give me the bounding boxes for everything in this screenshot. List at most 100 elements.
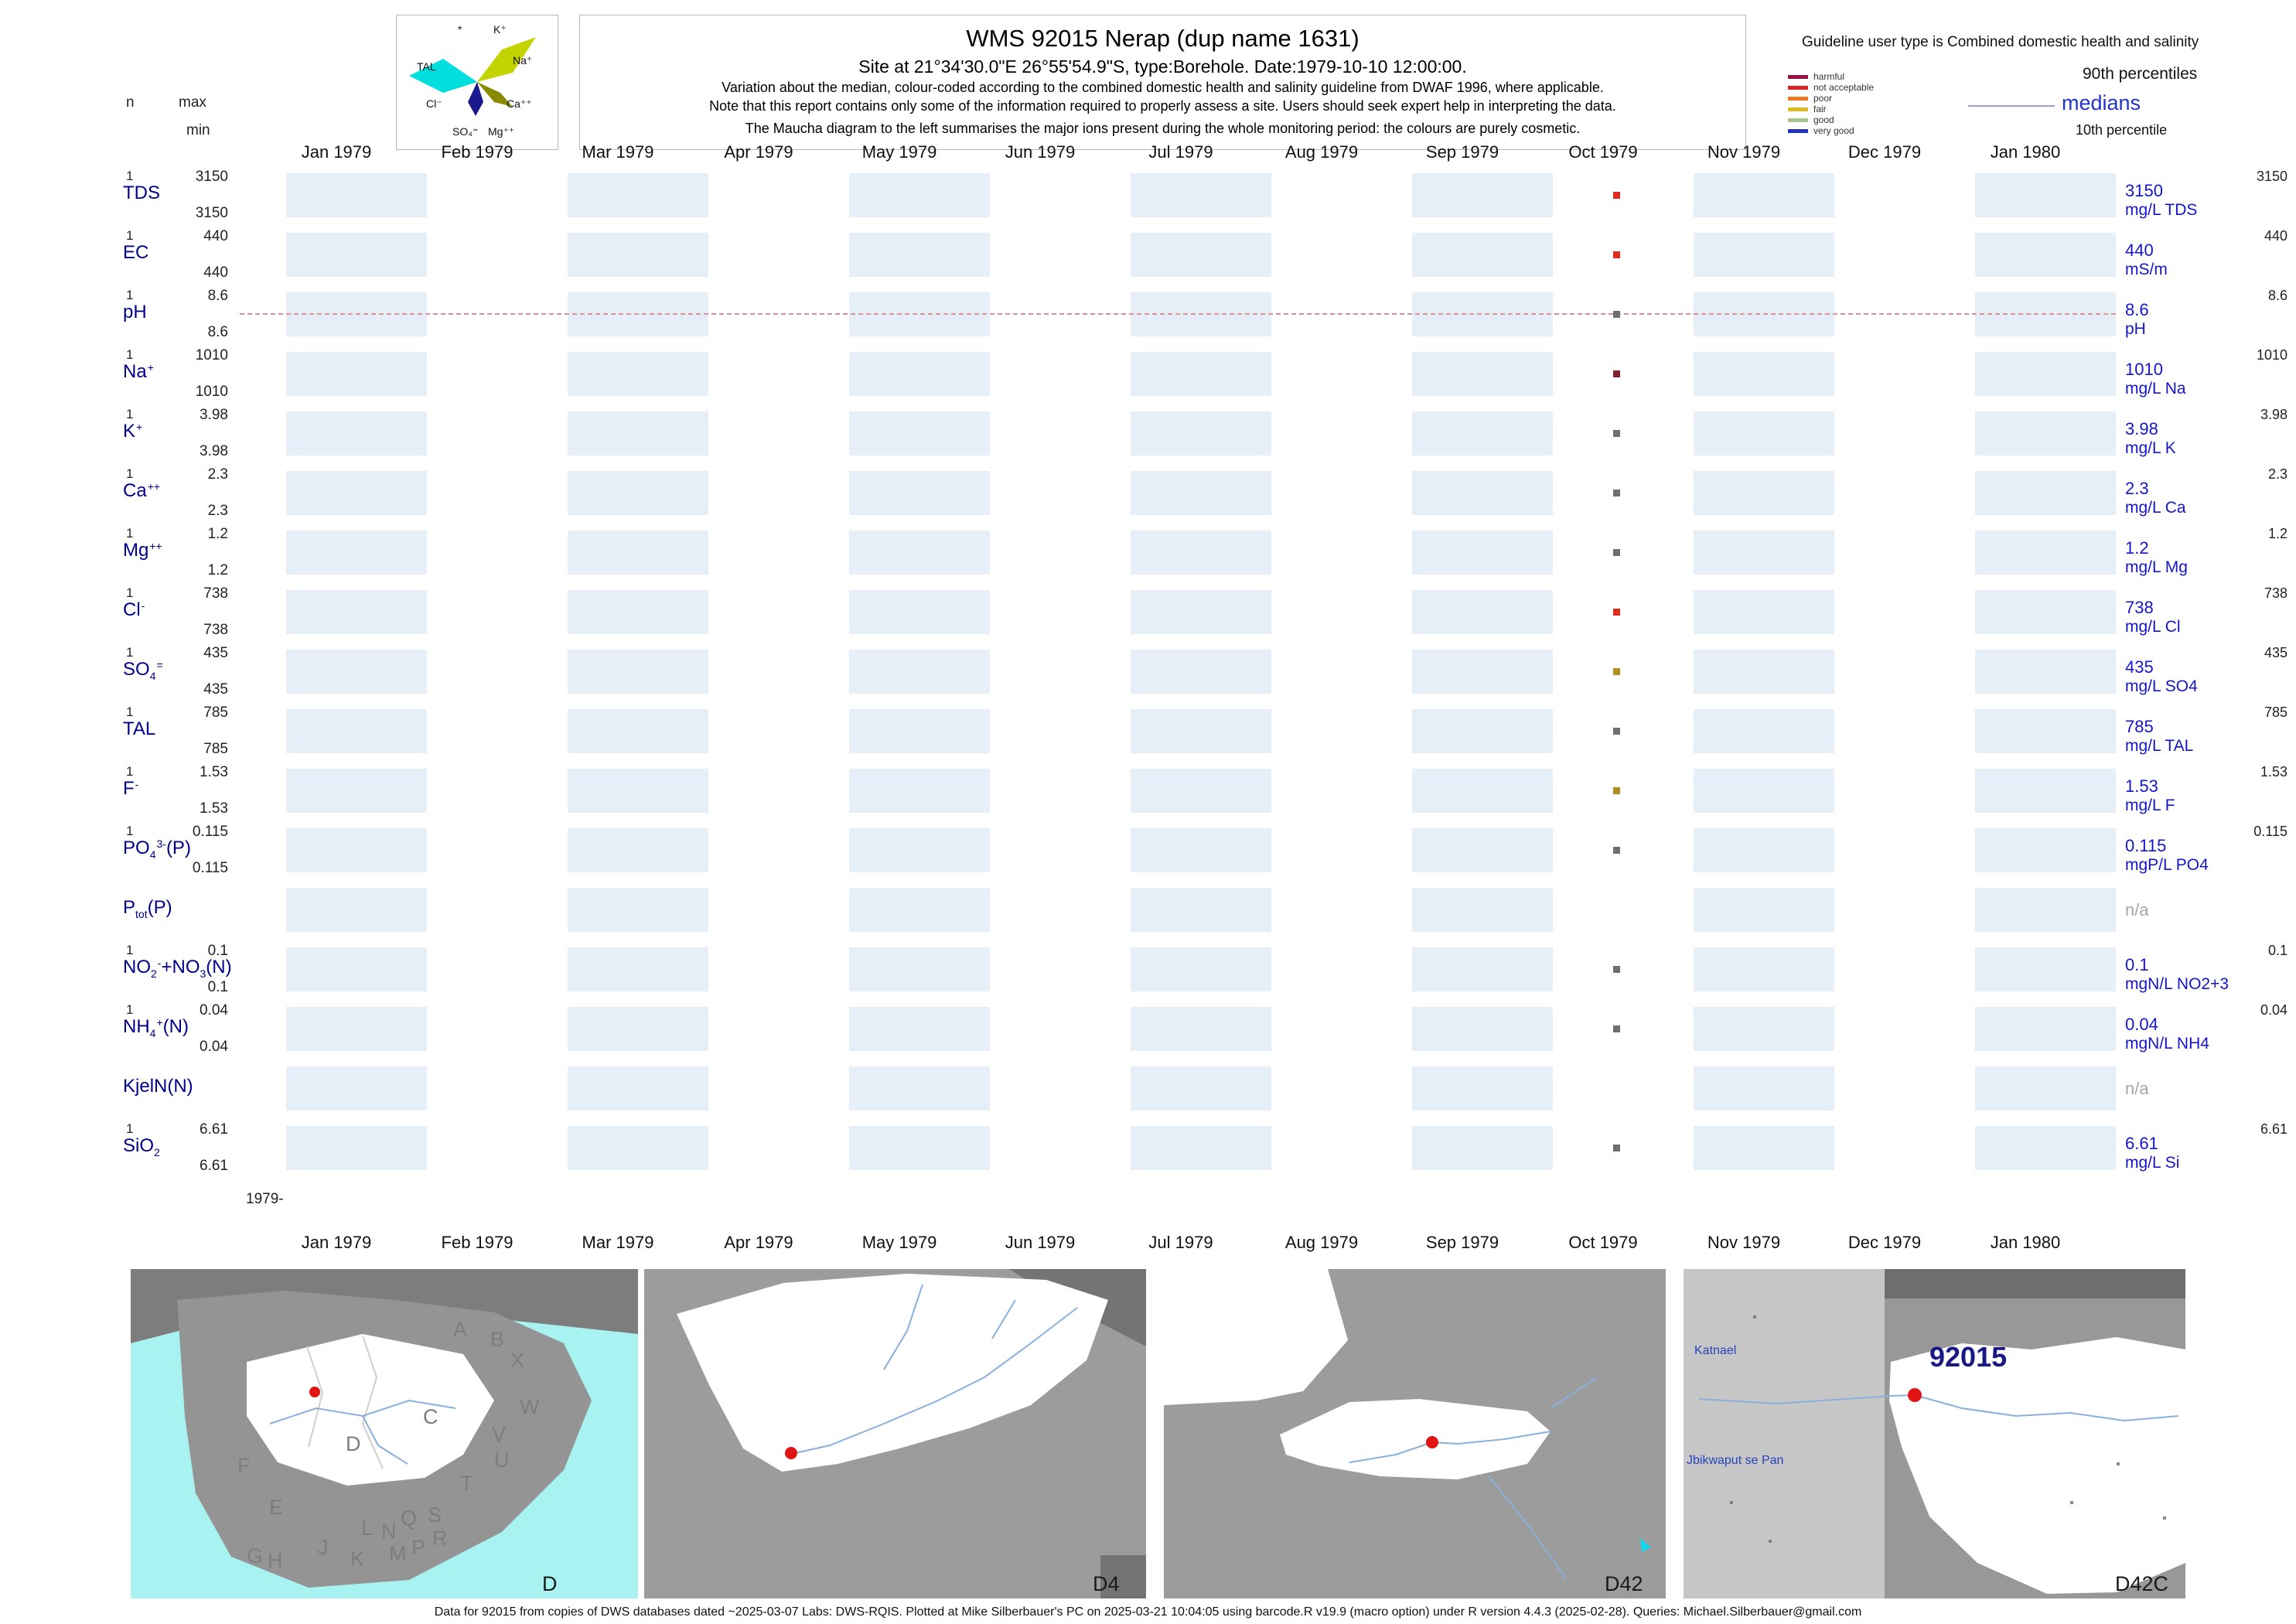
row-n-count: 1: [126, 1121, 134, 1136]
month-band: [1694, 709, 1834, 753]
month-band: [286, 352, 427, 396]
site-location-dot: [1426, 1436, 1438, 1448]
drainage-region-letter: W: [520, 1395, 540, 1418]
catchment-area: [1280, 1399, 1551, 1479]
param-name-part: +NO: [161, 957, 200, 977]
month-band: [1694, 1066, 1834, 1111]
month-band: [1131, 233, 1271, 277]
month-label: Aug 1979: [1284, 142, 1359, 162]
median-value: 1010: [2125, 360, 2163, 379]
month-band: [568, 947, 708, 991]
river-line: [1349, 1441, 1433, 1463]
unit-label: mg/L Si: [2125, 1154, 2180, 1172]
month-band: [1412, 173, 1553, 217]
row-n-count: 1: [126, 288, 134, 302]
month-label: Feb 1979: [441, 142, 513, 162]
legend-item-label: fair: [1813, 104, 1827, 114]
map-panel-label: D: [542, 1572, 558, 1595]
guideline-color-legend: harmful not acceptable poor fair good very go…: [1788, 71, 1874, 136]
maucha-ion-star: [409, 37, 536, 116]
p10-label: 10th percentile: [2076, 122, 2168, 138]
month-band: [1975, 709, 2116, 753]
unit-label: mg/L F: [2125, 797, 2175, 814]
month-label: Jul 1979: [1148, 142, 1213, 162]
corner-max-value: 0.115: [2253, 824, 2287, 839]
median-value: 785: [2125, 717, 2154, 736]
row-max-value: 0.115: [192, 824, 228, 840]
param-name: NH4+(N): [123, 1016, 189, 1039]
month-band: [286, 233, 427, 277]
month-band: [849, 947, 990, 991]
river-line: [1488, 1476, 1567, 1579]
drainage-region-letter: T: [460, 1472, 473, 1495]
param-row-so4: 1 435 435 SO4= 435 mg/L SO4 435: [0, 642, 2296, 701]
max-column-header: max: [179, 94, 206, 111]
unit-label: pH: [2125, 320, 2146, 338]
month-band: [1412, 828, 1553, 872]
ion-label: Ca⁺⁺: [507, 97, 532, 110]
param-name-part: (P): [147, 897, 172, 918]
median-value: 1.53: [2125, 776, 2158, 796]
month-band: [1412, 1066, 1553, 1111]
month-band: [568, 233, 708, 277]
map-speckle: [2070, 1501, 2073, 1504]
param-row-po4: 1 0.115 0.115 PO43-(P) 0.115 mgP/L PO4 0.115: [0, 821, 2296, 880]
river-line: [991, 1299, 1016, 1339]
ion-label: *: [458, 23, 462, 36]
month-band: [1975, 1066, 2116, 1111]
map-speckle: [1769, 1540, 1772, 1543]
month-band: [1131, 769, 1271, 813]
month-band: [849, 531, 990, 575]
month-band: [1131, 1007, 1271, 1051]
row-min-value: 6.61: [200, 1158, 228, 1174]
drainage-region-letter: E: [269, 1496, 283, 1519]
drainage-region-letter: Q: [401, 1506, 417, 1530]
param-name: SiO2: [123, 1135, 160, 1158]
month-band: [286, 888, 427, 932]
month-band: [1412, 590, 1553, 634]
param-name-part: NH: [123, 1016, 150, 1037]
row-n-count: 1: [126, 1002, 134, 1017]
median-value: 435: [2125, 657, 2154, 677]
param-name-part: Ca: [123, 480, 147, 501]
param-name-part: -: [141, 599, 145, 612]
month-band: [1694, 947, 1834, 991]
unit-label: mg/L Ca: [2125, 499, 2186, 517]
legend-item-label: good: [1813, 114, 1834, 125]
param-name-part: SiO: [123, 1135, 155, 1156]
param-row-nh4: 1 0.04 0.04 NH4+(N) 0.04 mgN/L NH4 0.04: [0, 999, 2296, 1059]
month-band: [1131, 947, 1271, 991]
month-band: [1412, 531, 1553, 575]
param-row-ptot: Ptot(P) n/a: [0, 880, 2296, 940]
param-name: TAL: [123, 718, 155, 740]
month-label: Jun 1979: [1005, 1233, 1076, 1252]
median-value: 3.98: [2125, 419, 2158, 438]
drainage-region-letter: L: [361, 1517, 373, 1540]
row-max-value: 1.53: [200, 764, 228, 780]
row-min-value: 1010: [195, 384, 228, 400]
month-label: Jan 1980: [1990, 142, 2061, 162]
median-value: 0.04: [2125, 1015, 2158, 1034]
drainage-region-letter: R: [432, 1527, 448, 1550]
corner-max-value: 3150: [2256, 169, 2287, 184]
row-max-value: 1.2: [207, 526, 228, 542]
median-line-sample: [1968, 105, 2055, 107]
month-band: [568, 888, 708, 932]
param-name-part: 4: [149, 1027, 156, 1039]
month-band: [286, 828, 427, 872]
month-band: [849, 1007, 990, 1051]
param-name: PO43-(P): [123, 838, 191, 861]
month-band: [1975, 650, 2116, 694]
month-band: [1694, 173, 1834, 217]
month-band: [1412, 888, 1553, 932]
row-max-value: 440: [203, 228, 228, 244]
month-band: [286, 1066, 427, 1111]
drainage-region-letter: B: [490, 1328, 504, 1351]
param-name-part: PO: [123, 838, 150, 858]
month-band: [568, 352, 708, 396]
unit-label: mS/m: [2125, 261, 2168, 278]
place-name-label: Katnael: [1694, 1344, 1736, 1357]
drainage-region-letter: V: [492, 1423, 506, 1446]
month-band: [1975, 1126, 2116, 1170]
month-band: [1131, 411, 1271, 455]
